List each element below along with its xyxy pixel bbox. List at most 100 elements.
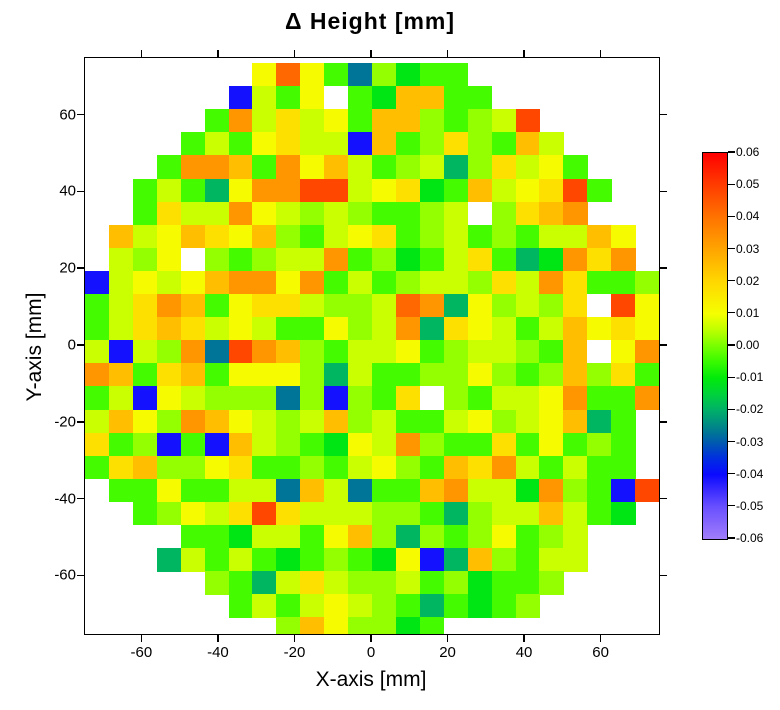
heatmap-cell (252, 132, 277, 156)
heatmap-cell (395, 63, 421, 87)
heatmap-cell (300, 501, 325, 526)
heatmap-cell (108, 455, 134, 480)
heatmap-cell (348, 571, 373, 595)
heatmap-cell (324, 455, 349, 480)
heatmap-cell (515, 501, 540, 526)
heatmap-cell (539, 363, 564, 387)
heatmap-cell (372, 525, 397, 549)
heatmap-cell (395, 294, 421, 318)
heatmap-cell (300, 201, 325, 226)
tick-mark (217, 50, 219, 57)
heatmap-cell (228, 525, 253, 549)
heatmap-cell (180, 501, 206, 526)
heatmap-cell (395, 386, 421, 410)
heatmap-cell (372, 155, 397, 179)
heatmap-cell (419, 594, 445, 618)
heatmap-cell (419, 201, 445, 226)
heatmap-cell (611, 501, 636, 526)
heatmap-cell (587, 432, 612, 457)
heatmap-cell (204, 247, 229, 272)
heatmap-hole-cell (324, 86, 349, 110)
heatmap-cell (156, 340, 182, 364)
heatmap-cell (85, 386, 110, 410)
heatmap-cell (108, 386, 134, 410)
heatmap-cell (300, 224, 325, 249)
heatmap-cell (180, 478, 206, 503)
heatmap-cell (348, 132, 373, 156)
heatmap-cell (372, 178, 397, 203)
heatmap-cell (108, 247, 134, 272)
tick-mark (523, 634, 525, 642)
heatmap-cell (419, 525, 445, 549)
heatmap-cell (276, 155, 301, 179)
heatmap-cell (228, 571, 253, 595)
heatmap-cell (228, 224, 253, 249)
heatmap-cell (491, 155, 516, 179)
heatmap-cell (419, 571, 445, 595)
heatmap-cell (539, 155, 564, 179)
heatmap-cell (348, 294, 373, 318)
heatmap-cell (324, 109, 349, 133)
heatmap-cell (635, 478, 659, 503)
heatmap-cell (491, 294, 516, 318)
heatmap-cell (491, 270, 516, 295)
heatmap-cell (180, 548, 206, 572)
heatmap-cell (443, 247, 469, 272)
heatmap-cell (515, 224, 540, 249)
heatmap-cell (180, 340, 206, 364)
heatmap-cell (635, 363, 659, 387)
heatmap-cell (419, 86, 445, 110)
heatmap-cell (515, 363, 540, 387)
heatmap-cell (539, 478, 564, 503)
tick-mark (370, 50, 372, 57)
heatmap-cell (300, 409, 325, 434)
heatmap-cell (348, 86, 373, 110)
heatmap-cell (252, 409, 277, 434)
heatmap-cell (108, 294, 134, 318)
heatmap-cell (300, 571, 325, 595)
heatmap-cell (372, 317, 397, 341)
colorbar-tick-label: 0.01 (736, 305, 760, 320)
heatmap-cell (252, 548, 277, 572)
heatmap-cell (395, 478, 421, 503)
heatmap-cell (324, 594, 349, 618)
heatmap-cell (204, 155, 229, 179)
heatmap-cell (252, 432, 277, 457)
heatmap-cell (467, 501, 493, 526)
heatmap-cell (156, 317, 182, 341)
heatmap-cell (515, 594, 540, 618)
heatmap-cell (419, 317, 445, 341)
heatmap-cell (276, 317, 301, 341)
heatmap-cell (467, 317, 493, 341)
heatmap-cell (85, 317, 110, 341)
heatmap-cell (563, 455, 588, 480)
heatmap-cell (611, 363, 636, 387)
heatmap-cell (276, 363, 301, 387)
heatmap-cell (563, 525, 588, 549)
heatmap-cell (300, 178, 325, 203)
heatmap-cell (108, 317, 134, 341)
heatmap-cell (515, 386, 540, 410)
heatmap-cell (443, 478, 469, 503)
heatmap-cell (156, 501, 182, 526)
heatmap-cell (348, 386, 373, 410)
heatmap-cell (635, 386, 659, 410)
heatmap-cell (611, 340, 636, 364)
colorbar-tick-label: -0.03 (736, 434, 764, 449)
heatmap-cell (276, 340, 301, 364)
tick-mark (659, 574, 667, 577)
heatmap-cell (467, 178, 493, 203)
tick-mark (727, 344, 735, 346)
tick-mark (446, 634, 449, 642)
heatmap-cell (228, 548, 253, 572)
heatmap-cell (252, 317, 277, 341)
heatmap-cell (252, 155, 277, 179)
heatmap-cell (467, 571, 493, 595)
heatmap-cell (587, 270, 612, 295)
heatmap-cell (467, 409, 493, 434)
heatmap-cell (611, 432, 636, 457)
heatmap-cell (300, 155, 325, 179)
heatmap-cell (419, 409, 445, 434)
heatmap-cell (467, 109, 493, 133)
heatmap-cell (324, 409, 349, 434)
